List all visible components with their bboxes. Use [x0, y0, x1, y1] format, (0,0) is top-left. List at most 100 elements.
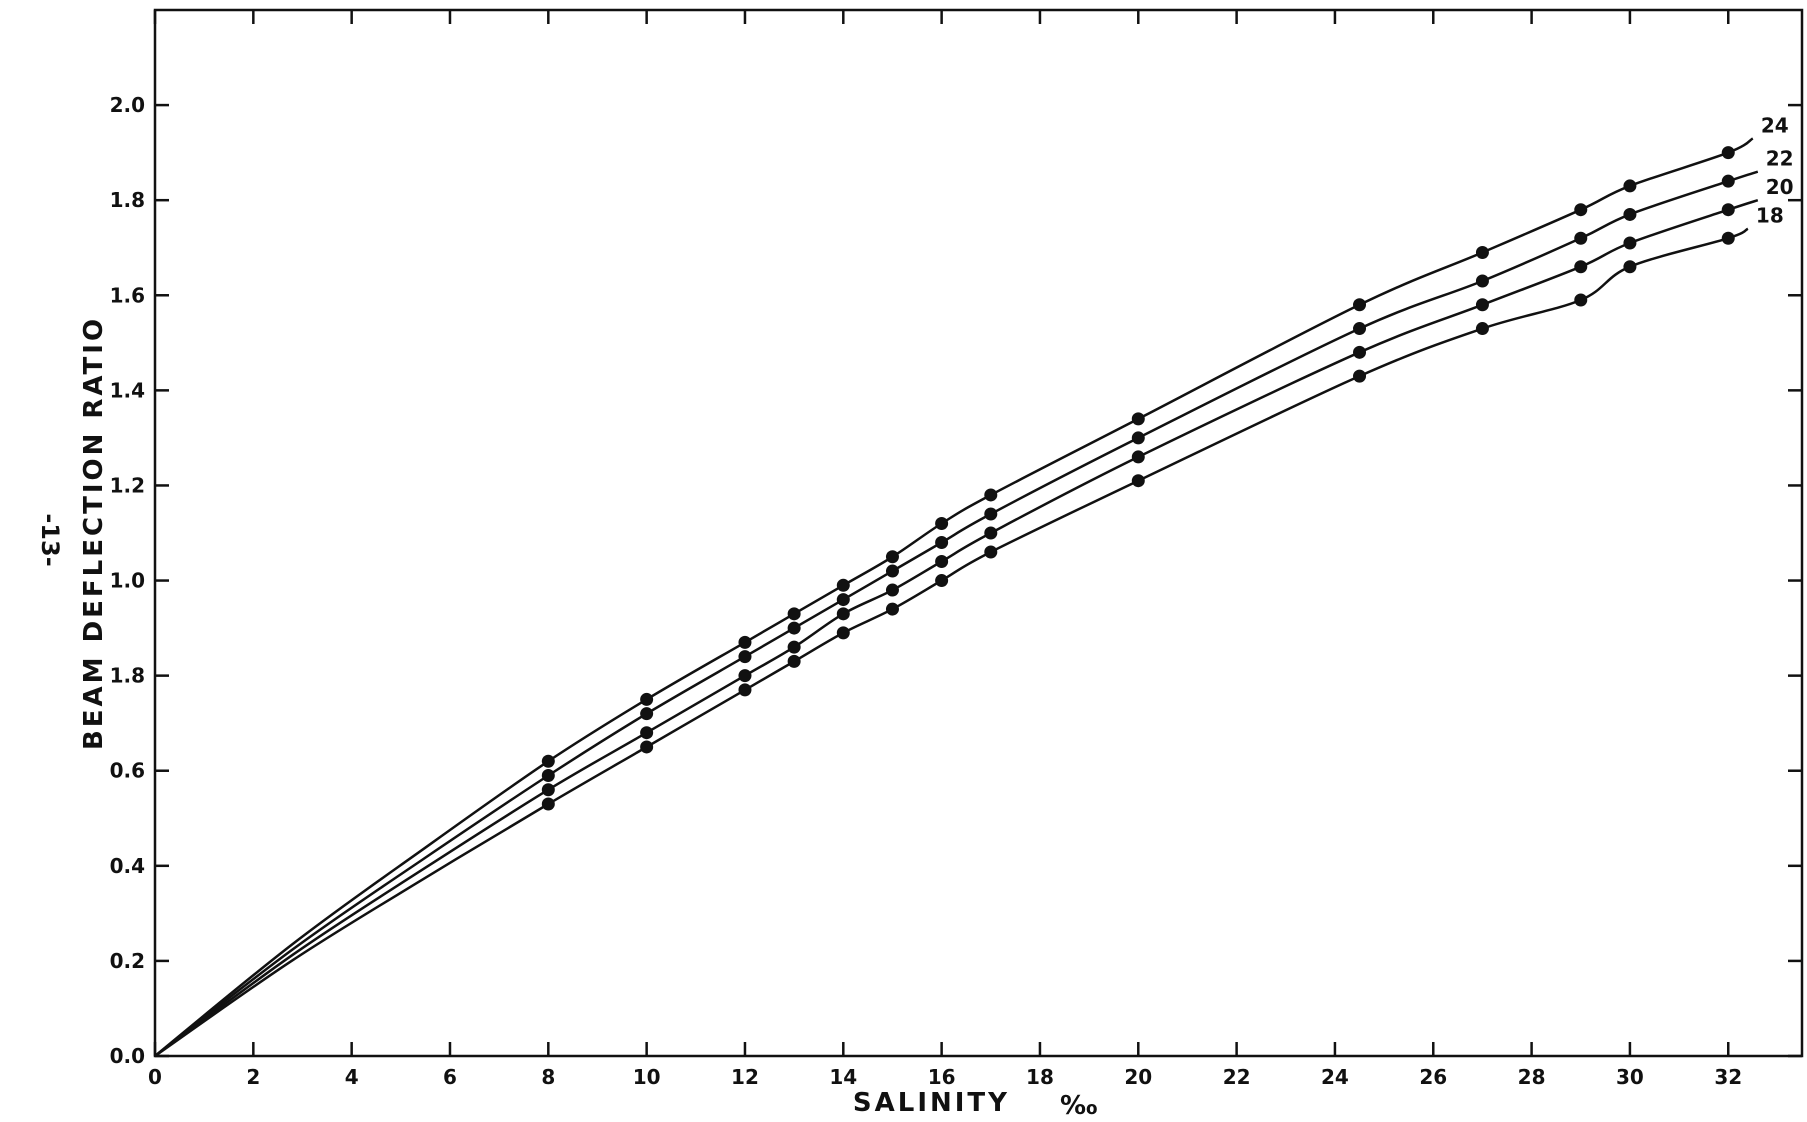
x-tick-label: 8	[541, 1065, 555, 1089]
x-tick-label: 12	[731, 1065, 759, 1089]
y-tick-label: 2.0	[110, 93, 145, 117]
data-point	[1574, 231, 1588, 245]
data-point	[541, 783, 555, 797]
x-tick-label: 14	[829, 1065, 857, 1089]
series-20: 20	[154, 175, 1794, 1058]
data-point	[738, 635, 752, 649]
data-point	[836, 578, 850, 592]
page-mark: -13-	[36, 513, 64, 566]
data-point	[935, 555, 949, 569]
data-point	[1475, 245, 1489, 259]
data-point	[1353, 369, 1367, 383]
x-tick-label: 18	[1026, 1065, 1054, 1089]
data-point	[1131, 450, 1145, 464]
data-point	[787, 654, 801, 668]
series-line	[154, 137, 1754, 1057]
plot-frame	[153, 8, 1804, 1058]
x-tick-label: 10	[633, 1065, 661, 1089]
data-point	[787, 640, 801, 654]
y-tick-label: 0.2	[110, 949, 145, 973]
data-point	[1721, 174, 1735, 188]
x-axis-label: SALINITY	[853, 1088, 1010, 1118]
data-point	[836, 607, 850, 621]
data-point	[935, 536, 949, 550]
y-tick-label: 1.8	[110, 188, 145, 212]
data-point	[640, 707, 654, 721]
data-point	[640, 726, 654, 740]
data-point	[984, 526, 998, 540]
data-point	[787, 607, 801, 621]
series-line	[154, 170, 1759, 1057]
data-point	[1131, 474, 1145, 488]
y-tick-label: 1.4	[110, 378, 145, 402]
data-point	[984, 545, 998, 559]
data-point	[738, 650, 752, 664]
data-point	[1131, 412, 1145, 426]
series-18: 18	[154, 204, 1784, 1058]
data-point	[738, 669, 752, 683]
x-tick-label: 2	[246, 1065, 260, 1089]
data-point	[1475, 274, 1489, 288]
y-tick-label: 0.6	[110, 759, 145, 783]
y-tick-label: 1.6	[110, 283, 145, 307]
data-point	[541, 754, 555, 768]
x-tick-label: 20	[1124, 1065, 1152, 1089]
data-point	[640, 740, 654, 754]
data-point	[1721, 146, 1735, 160]
y-tick-label: 1.0	[110, 569, 145, 593]
x-tick-label: 16	[928, 1065, 956, 1089]
data-point	[541, 768, 555, 782]
data-point	[984, 507, 998, 521]
x-tick-label: 28	[1518, 1065, 1546, 1089]
data-point	[1574, 203, 1588, 217]
data-point	[885, 602, 899, 616]
data-point	[1623, 260, 1637, 274]
series-label: 22	[1766, 147, 1794, 171]
data-point	[935, 516, 949, 530]
y-tick-label: 1.8	[110, 664, 145, 688]
data-point	[1623, 236, 1637, 250]
data-point	[836, 626, 850, 640]
data-point	[984, 488, 998, 502]
data-point	[738, 683, 752, 697]
x-tick-label: 6	[443, 1065, 457, 1089]
x-axis-unit: ‰	[1060, 1091, 1100, 1121]
data-point	[1623, 179, 1637, 193]
x-tick-label: 26	[1419, 1065, 1447, 1089]
data-point	[935, 574, 949, 588]
series-24: 24	[154, 113, 1789, 1057]
data-point	[1623, 207, 1637, 221]
data-point	[836, 593, 850, 607]
x-tick-label: 22	[1223, 1065, 1251, 1089]
data-point	[885, 550, 899, 564]
x-tick-label: 0	[148, 1065, 162, 1089]
series-line	[154, 227, 1749, 1058]
data-point	[885, 583, 899, 597]
x-tick-label: 24	[1321, 1065, 1349, 1089]
data-point	[1131, 431, 1145, 445]
series-label: 18	[1756, 204, 1784, 228]
series-label: 20	[1766, 175, 1794, 199]
y-axis: 0.0 0.2 0.4 0.6 1.8 1.0 1.2 1.4 1.6 1.8 2.0	[110, 93, 1802, 1068]
x-axis-label-text: SALINITY	[853, 1088, 1010, 1118]
data-point	[1353, 322, 1367, 336]
data-point	[541, 797, 555, 811]
x-tick-label: 4	[345, 1065, 359, 1089]
data-point	[640, 692, 654, 706]
data-point	[1574, 260, 1588, 274]
series-layer: 24 22 20 18	[154, 113, 1794, 1058]
y-tick-label: 0.0	[110, 1044, 145, 1068]
data-point	[1353, 298, 1367, 312]
series-line	[154, 199, 1759, 1058]
data-point	[1475, 298, 1489, 312]
data-point	[885, 564, 899, 578]
series-label: 24	[1761, 113, 1789, 137]
x-tick-label: 30	[1616, 1065, 1644, 1089]
data-point	[1721, 203, 1735, 217]
data-point	[1475, 322, 1489, 336]
y-axis-label: BEAM DEFLECTION RATIO	[79, 316, 109, 750]
data-point	[1353, 345, 1367, 359]
series-22: 22	[154, 147, 1794, 1057]
x-axis: 0 2 4 6 8 10 12 14 16 18 20 22 24 26 28 30 32	[148, 10, 1742, 1089]
